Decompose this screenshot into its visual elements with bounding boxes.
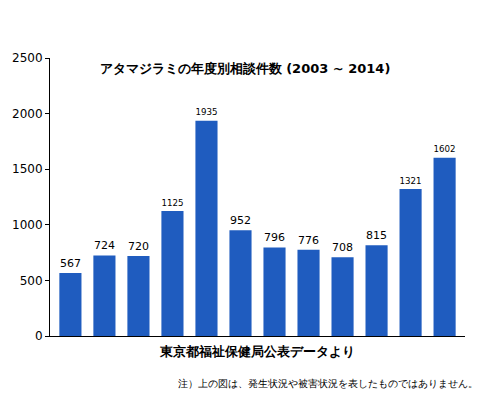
svg-text:796: 796 xyxy=(264,231,285,244)
svg-text:500: 500 xyxy=(20,274,43,288)
svg-text:1000: 1000 xyxy=(12,218,43,232)
svg-text:1321: 1321 xyxy=(400,176,422,186)
svg-text:776: 776 xyxy=(298,234,319,247)
svg-text:708: 708 xyxy=(332,241,353,254)
svg-text:724: 724 xyxy=(94,239,115,252)
svg-text:1935: 1935 xyxy=(195,107,217,117)
svg-text:2000: 2000 xyxy=(12,107,43,121)
svg-text:2500: 2500 xyxy=(12,51,43,65)
svg-text:0: 0 xyxy=(35,329,43,343)
svg-text:東京都福祉保健局公表データより: 東京都福祉保健局公表データより xyxy=(159,344,355,359)
svg-text:アタマジラミの年度別相談件数 (2003 ~ 2014): アタマジラミの年度別相談件数 (2003 ~ 2014) xyxy=(100,61,391,76)
svg-text:815: 815 xyxy=(366,229,387,242)
svg-text:注）上の図は、発生状況や被害状況を表したものではありません。: 注）上の図は、発生状況や被害状況を表したものではありません。 xyxy=(178,378,478,389)
svg-text:1500: 1500 xyxy=(12,162,43,176)
svg-text:720: 720 xyxy=(128,240,149,253)
svg-text:567: 567 xyxy=(60,257,81,270)
svg-text:1602: 1602 xyxy=(434,144,456,154)
svg-text:1125: 1125 xyxy=(161,198,183,208)
svg-text:952: 952 xyxy=(230,214,251,227)
